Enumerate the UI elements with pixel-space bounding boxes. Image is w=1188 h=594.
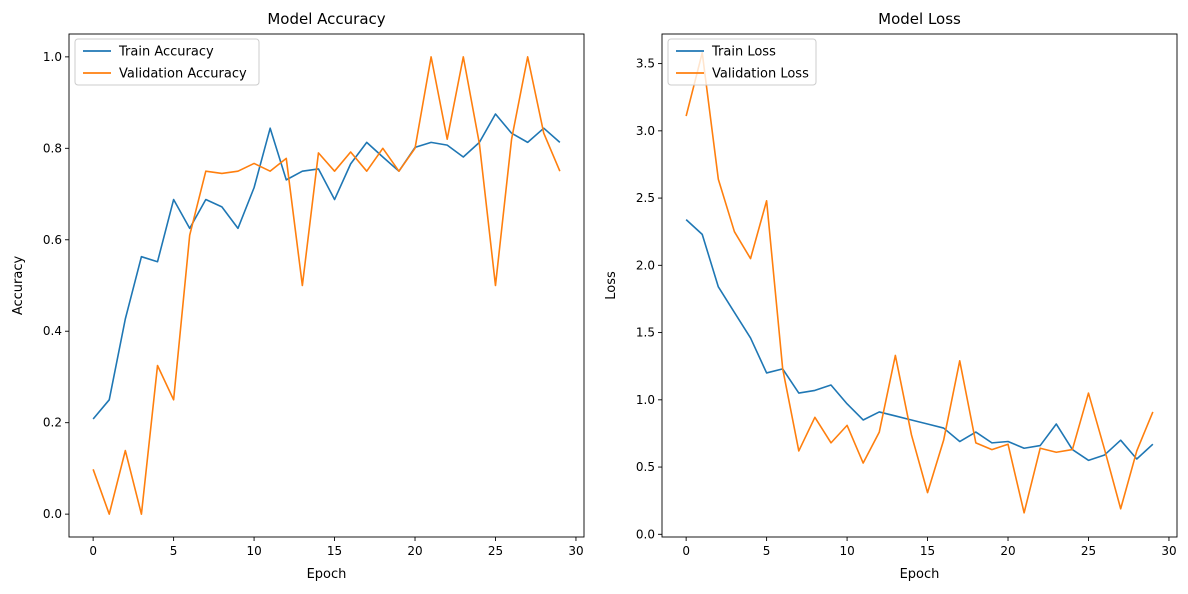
legend-label-1: Validation Loss: [712, 67, 809, 82]
axes-frame: [68, 33, 585, 538]
x-axis-label: Epoch: [307, 567, 347, 582]
x-tick-label: 15: [920, 544, 935, 558]
series-line-0: [685, 219, 1154, 462]
y-tick-label: 0.0: [43, 507, 62, 521]
x-axis-label: Epoch: [900, 567, 940, 582]
y-tick-label: 1.5: [636, 326, 655, 340]
x-tick-label: 25: [488, 544, 503, 558]
y-tick-label: 0.0: [636, 527, 655, 541]
chart-title: Model Loss: [878, 10, 961, 28]
x-tick-label: 10: [839, 544, 854, 558]
y-tick-label: 0.2: [43, 416, 62, 430]
y-tick-label: 0.5: [636, 460, 655, 474]
x-tick-label: 5: [763, 544, 771, 558]
legend-box: [667, 38, 817, 86]
y-tick-label: 3.0: [636, 124, 655, 138]
y-axis-label: Loss: [604, 271, 619, 300]
x-tick-label: 30: [1161, 544, 1176, 558]
y-axis-label: Accuracy: [11, 256, 26, 316]
series-line-0: [92, 113, 561, 420]
legend: Train Loss Validation Loss: [667, 38, 817, 86]
legend-label-0: Train Accuracy: [118, 45, 214, 60]
y-tick-label: 2.5: [636, 191, 655, 205]
y-tick-label: 0.4: [43, 324, 62, 338]
y-tick-label: 1.0: [636, 393, 655, 407]
series-line-1: [92, 56, 561, 515]
legend-label-1: Validation Accuracy: [119, 67, 247, 82]
axes-frame: [661, 33, 1178, 538]
y-tick-label: 1.0: [43, 50, 62, 64]
x-tick-label: 25: [1081, 544, 1096, 558]
x-tick-label: 20: [407, 544, 422, 558]
x-tick-label: 0: [89, 544, 97, 558]
y-tick-label: 0.8: [43, 141, 62, 155]
y-tick-label: 3.5: [636, 57, 655, 71]
chart-title: Model Accuracy: [267, 10, 385, 28]
loss-chart: Model Loss 0 5 10 15 20 25 30 0.0 0.5 1.0 1.5 2.0 2.5…: [604, 10, 1178, 582]
x-tick-label: 5: [170, 544, 178, 558]
x-tick-label: 20: [1000, 544, 1015, 558]
y-tick-label: 2.0: [636, 258, 655, 272]
series-line-1: [685, 52, 1154, 514]
x-tick-label: 10: [246, 544, 261, 558]
x-tick-label: 0: [682, 544, 690, 558]
legend-label-0: Train Loss: [711, 45, 776, 60]
legend-box: [74, 38, 260, 86]
y-tick-label: 0.6: [43, 233, 62, 247]
x-tick-label: 30: [568, 544, 583, 558]
x-tick-label: 15: [327, 544, 342, 558]
legend: Train Accuracy Validation Accuracy: [74, 38, 260, 86]
accuracy-chart: Model Accuracy 0 5 10 15 20 25 30 0.0 0.2 0.4 0.6 0.…: [11, 10, 585, 582]
